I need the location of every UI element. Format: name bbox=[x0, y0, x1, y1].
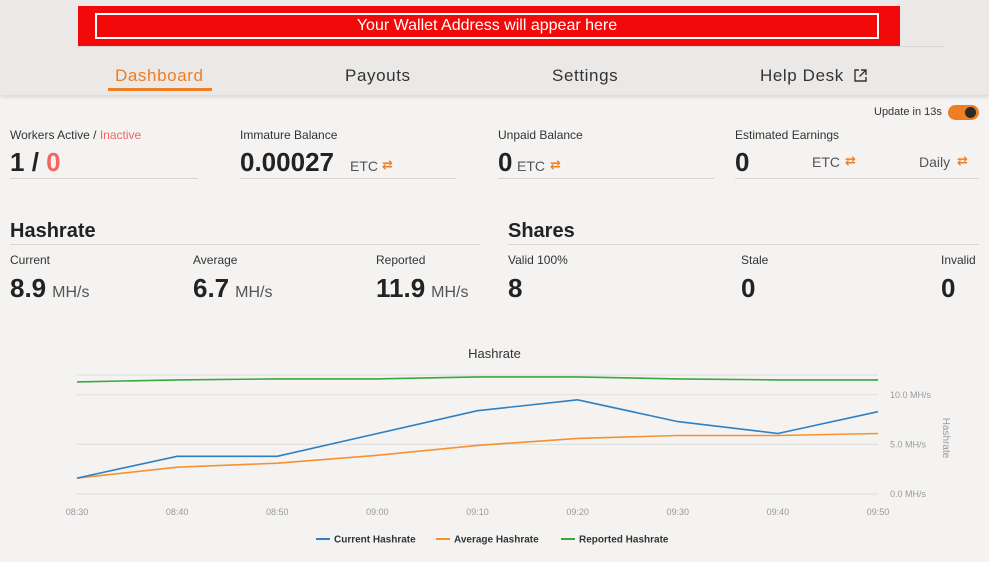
unpaid-unit: ETC bbox=[517, 158, 545, 174]
series-line-current-hashrate bbox=[76, 398, 879, 479]
x-tick-label: 08:30 bbox=[66, 507, 89, 517]
y-tick-label: 10.0 MH/s bbox=[890, 390, 932, 400]
workers-inactive-label: Inactive bbox=[99, 128, 142, 142]
hashrate-current-unit: MH/s bbox=[52, 284, 90, 301]
shares-valid-value: 8 bbox=[508, 273, 523, 303]
unpaid-divider bbox=[498, 178, 714, 179]
estimated-unit: ETC bbox=[812, 154, 840, 170]
hashrate-reported-value: 11.9 bbox=[376, 273, 426, 303]
y-tick-label: 0.0 MH/s bbox=[890, 489, 927, 499]
x-tick-label: 09:20 bbox=[566, 507, 589, 517]
estimated-divider bbox=[735, 178, 979, 179]
hashrate-divider bbox=[10, 244, 480, 245]
toggle-knob bbox=[965, 107, 976, 118]
wallet-address-text: Your Wallet Address will appear here bbox=[95, 13, 879, 39]
top-header: Your Wallet Address will appear here Das… bbox=[0, 0, 989, 95]
hashrate-reported: 11.9 MH/s bbox=[376, 273, 469, 304]
tab-payouts[interactable]: Payouts bbox=[345, 66, 411, 85]
chart-grid bbox=[77, 374, 878, 495]
estimated-value: 0 bbox=[735, 147, 750, 177]
hashrate-current-value: 8.9 bbox=[10, 273, 47, 303]
estimated-unit-swap-icon[interactable]: ⇄ bbox=[845, 153, 856, 168]
unpaid-swap-icon[interactable]: ⇄ bbox=[550, 157, 561, 172]
wallet-banner: Your Wallet Address will appear here bbox=[78, 6, 900, 46]
chart-y-axis-label: Hashrate bbox=[940, 418, 951, 459]
hashrate-average: 6.7 MH/s bbox=[193, 273, 272, 304]
help-desk-label: Help Desk bbox=[760, 66, 844, 85]
shares-invalid-value: 0 bbox=[941, 273, 956, 303]
x-tick-label: 08:40 bbox=[166, 507, 189, 517]
immature-label: Immature Balance bbox=[240, 128, 338, 142]
unpaid-label: Unpaid Balance bbox=[498, 128, 583, 142]
immature-unit: ETC bbox=[350, 158, 378, 174]
shares-title: Shares bbox=[508, 220, 575, 242]
chart-x-ticks: 08:30 08:40 08:50 09:00 09:10 09:20 09:30 09:40… bbox=[66, 507, 890, 517]
active-tab-indicator bbox=[108, 88, 212, 91]
legend-label[interactable]: Average Hashrate bbox=[454, 535, 539, 546]
chart-legend: Current Hashrate Average Hashrate Reported… bbox=[316, 535, 669, 546]
hashrate-reported-unit: MH/s bbox=[431, 284, 469, 301]
workers-inactive-count: 0 bbox=[46, 147, 61, 177]
immature-divider bbox=[240, 178, 456, 179]
immature-value: 0.00027 bbox=[240, 147, 334, 177]
estimated-label: Estimated Earnings bbox=[735, 128, 840, 142]
series-line-average-hashrate bbox=[76, 432, 879, 479]
tab-help-desk[interactable]: Help Desk bbox=[760, 66, 868, 88]
workers-divider bbox=[10, 178, 198, 179]
shares-invalid-label: Invalid bbox=[941, 253, 976, 267]
hashrate-average-value: 6.7 bbox=[193, 273, 230, 303]
hashrate-title: Hashrate bbox=[10, 220, 96, 242]
workers-active-count: 1 bbox=[10, 147, 25, 177]
chart-lines bbox=[76, 376, 879, 479]
workers-label: Workers Active / Inactive bbox=[10, 128, 141, 142]
hashrate-current: 8.9 MH/s bbox=[10, 273, 89, 304]
workers-value: 1 / 0 bbox=[10, 147, 61, 178]
x-tick-label: 09:10 bbox=[466, 507, 489, 517]
unpaid-value: 0 bbox=[498, 147, 513, 177]
tab-dashboard[interactable]: Dashboard bbox=[115, 66, 204, 85]
x-tick-label: 09:40 bbox=[767, 507, 790, 517]
hashrate-reported-label: Reported bbox=[376, 253, 426, 267]
x-tick-label: 09:30 bbox=[666, 507, 689, 517]
shares-divider bbox=[508, 244, 979, 245]
chart-y-ticks: 0.0 MH/s 5.0 MH/s 10.0 MH/s bbox=[890, 390, 932, 499]
legend-label[interactable]: Reported Hashrate bbox=[579, 535, 669, 546]
x-tick-label: 09:00 bbox=[366, 507, 389, 517]
estimated-period-swap-icon[interactable]: ⇄ bbox=[957, 153, 968, 168]
auto-update-toggle[interactable] bbox=[948, 105, 979, 120]
shares-valid-label: Valid 100% bbox=[508, 253, 568, 267]
update-countdown: Update in 13s bbox=[874, 106, 942, 118]
legend-label[interactable]: Current Hashrate bbox=[334, 535, 416, 546]
chart-title: Hashrate bbox=[468, 346, 521, 361]
estimated-period[interactable]: Daily bbox=[919, 154, 951, 170]
workers-separator: / bbox=[24, 147, 47, 177]
hashrate-current-label: Current bbox=[10, 253, 51, 267]
series-line-reported-hashrate bbox=[76, 376, 878, 383]
shares-stale-label: Stale bbox=[741, 253, 769, 267]
x-tick-label: 08:50 bbox=[266, 507, 289, 517]
immature-swap-icon[interactable]: ⇄ bbox=[382, 157, 393, 172]
y-tick-label: 5.0 MH/s bbox=[890, 439, 927, 449]
header-divider bbox=[78, 46, 944, 47]
x-tick-label: 09:50 bbox=[867, 507, 890, 517]
hashrate-average-label: Average bbox=[193, 253, 238, 267]
tab-settings[interactable]: Settings bbox=[552, 66, 619, 85]
hashrate-chart: 08:30 08:40 08:50 09:00 09:10 09:20 09:30 09:40… bbox=[66, 374, 951, 546]
external-link-icon bbox=[853, 68, 868, 88]
shares-stale-value: 0 bbox=[741, 273, 756, 303]
hashrate-average-unit: MH/s bbox=[235, 284, 273, 301]
workers-active-label: Workers Active / bbox=[10, 128, 100, 142]
